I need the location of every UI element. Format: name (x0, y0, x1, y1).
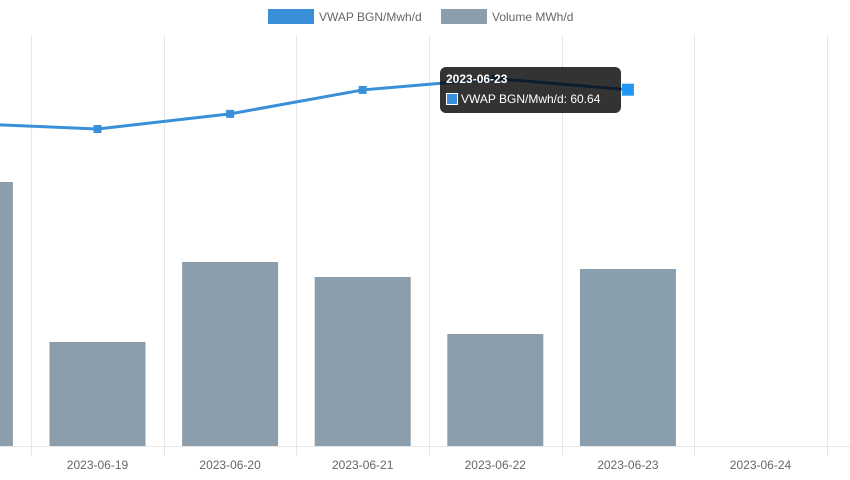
volume-bar-2023-06-22[interactable] (447, 334, 544, 446)
tooltip-label: VWAP BGN/Mwh/d: 60.64 (461, 92, 601, 106)
vwap-point-2023-06-23[interactable] (621, 83, 634, 96)
tooltip: 2023-06-23 VWAP BGN/Mwh/d: 60.64 (440, 67, 621, 113)
tooltip-row: VWAP BGN/Mwh/d: 60.64 (446, 92, 615, 106)
legend-item-volume[interactable]: Volume MWh/d (441, 9, 573, 24)
volume-bars (0, 182, 676, 446)
volume-bar-2023-06-20[interactable] (182, 262, 279, 446)
volume-bar-2023-06-23[interactable] (579, 269, 676, 446)
x-tick-label: 2023-06-22 (465, 458, 527, 472)
vwap-point-2023-06-20[interactable] (226, 109, 235, 118)
legend-swatch-volume (441, 9, 487, 24)
x-axis-ticks: 2023-06-19 2023-06-20 2023-06-21 2023-06-22… (67, 458, 792, 472)
x-tick-label: 2023-06-21 (332, 458, 394, 472)
legend-label-volume: Volume MWh/d (492, 10, 573, 24)
tooltip-title: 2023-06-23 (446, 72, 508, 86)
volume-bar-2023-06-19[interactable] (49, 342, 146, 446)
legend-swatch-vwap (268, 9, 314, 24)
x-tick-label: 2023-06-20 (199, 458, 261, 472)
tooltip-swatch (446, 93, 458, 105)
vwap-point-2023-06-21[interactable] (358, 85, 367, 94)
legend-label-vwap: VWAP BGN/Mwh/d (319, 10, 422, 24)
volume-bar-2023-06-18[interactable] (0, 182, 13, 446)
vwap-point-2023-06-19[interactable] (93, 125, 102, 133)
x-tick-label: 2023-06-23 (597, 458, 659, 472)
x-tick-label: 2023-06-19 (67, 458, 129, 472)
x-tick-label: 2023-06-24 (730, 458, 792, 472)
legend: VWAP BGN/Mwh/d Volume MWh/d (268, 9, 573, 24)
volume-bar-2023-06-21[interactable] (314, 277, 411, 446)
legend-item-vwap[interactable]: VWAP BGN/Mwh/d (268, 9, 422, 24)
